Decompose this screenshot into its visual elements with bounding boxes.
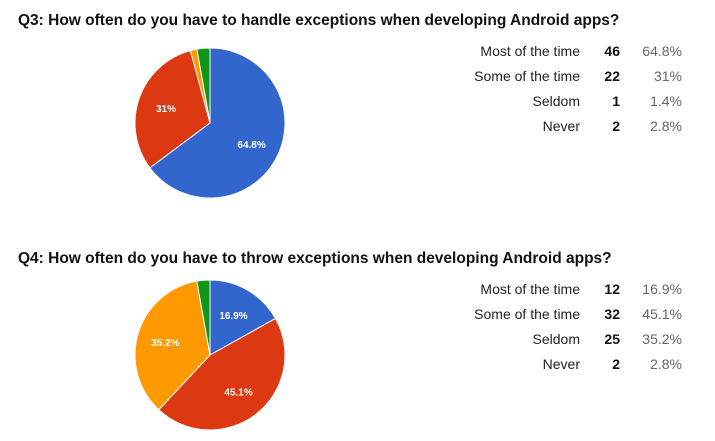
q3-row-never: Never 2 2.8% [460, 113, 682, 138]
q4-slice-label-seldom: 35.2% [151, 338, 179, 349]
q3-label-never: Never [542, 117, 580, 134]
q3-percent-most: 64.8% [642, 42, 682, 59]
q4-percent-never: 2.8% [650, 355, 682, 372]
q4-legend-table: Most of the time 12 16.9% Some of the ti… [460, 276, 682, 376]
q3-label-some: Some of the time [474, 67, 580, 84]
q4-row-most: Most of the time 12 16.9% [460, 276, 682, 301]
q4-label-seldom: Seldom [532, 330, 580, 347]
q4-count-some: 32 [604, 305, 620, 322]
q4-slice-some [158, 317, 286, 431]
q3-slice-most [149, 47, 286, 199]
q3-percent-seldom: 1.4% [650, 92, 682, 109]
q3-percent-some: 31% [653, 67, 682, 84]
q3-label-seldom: Seldom [532, 92, 580, 109]
q4-pie-chart: 16.9% 45.1% 35.2% [134, 279, 286, 431]
q4-row-never: Never 2 2.8% [460, 351, 682, 376]
q4-label-most: Most of the time [480, 280, 580, 297]
q3-count-never: 2 [612, 117, 620, 134]
q3-pie-chart: 31% 64.8% [134, 47, 286, 199]
q4-count-seldom: 25 [604, 330, 620, 347]
q3-slice-label-some: 31% [156, 104, 176, 115]
q3-count-some: 22 [604, 67, 620, 84]
q3-percent-never: 2.8% [650, 117, 682, 134]
q3-count-seldom: 1 [612, 92, 620, 109]
q3-slice-label-most: 64.8% [237, 140, 265, 151]
q3-label-most: Most of the time [480, 42, 580, 59]
q3-row-some: Some of the time 22 31% [460, 63, 682, 88]
q4-title: Q4: How often do you have to throw excep… [18, 250, 612, 267]
q4-slice-never [196, 279, 211, 356]
q3-slice-some [134, 50, 211, 169]
q4-percent-seldom: 35.2% [642, 330, 682, 347]
q4-percent-most: 16.9% [642, 280, 682, 297]
q4-slice-label-most: 16.9% [219, 311, 247, 322]
q4-slice-label-some: 45.1% [224, 388, 252, 399]
q4-count-most: 12 [604, 280, 620, 297]
q3-title: Q3: How often do you have to handle exce… [18, 12, 620, 29]
q3-row-most: Most of the time 46 64.8% [460, 38, 682, 63]
q4-slice-most [209, 279, 277, 356]
q4-slice-seldom [134, 280, 211, 411]
q3-legend-table: Most of the time 46 64.8% Some of the ti… [460, 38, 682, 138]
q4-label-never: Never [542, 355, 580, 372]
q4-count-never: 2 [612, 355, 620, 372]
q4-row-some: Some of the time 32 45.1% [460, 301, 682, 326]
q3-row-seldom: Seldom 1 1.4% [460, 88, 682, 113]
q4-row-seldom: Seldom 25 35.2% [460, 326, 682, 351]
q3-count-most: 46 [604, 42, 620, 59]
q4-percent-some: 45.1% [642, 305, 682, 322]
q4-label-some: Some of the time [474, 305, 580, 322]
